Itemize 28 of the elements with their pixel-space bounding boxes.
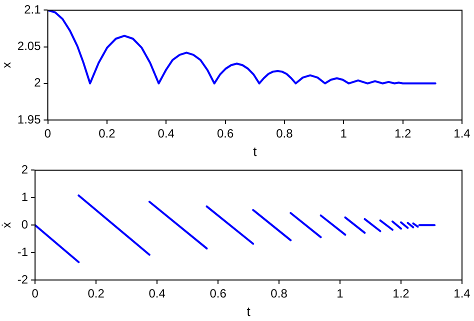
y-tick-label: 2.1 [24,2,42,17]
y-tick-label: 2.05 [17,39,42,54]
x-tick-label: 0.2 [98,126,116,141]
y-tick-label: 1 [21,190,28,204]
x-tick-label: 0.8 [270,286,288,301]
x-tick-label: 0.2 [88,286,105,301]
x-axis-title: t [253,144,258,159]
x-tick-label: 0 [44,126,52,141]
y-tick-label: 2 [34,76,42,90]
x-tick-label: 1 [336,286,344,301]
x-tick-label: 1 [340,126,348,141]
y-axis-title: x [0,62,14,68]
x-tick-label: 1.2 [394,126,412,141]
x-axis-title: t [246,304,251,319]
y-tick-label: -2 [17,272,28,286]
y-tick-label: 2 [21,162,28,177]
x-tick-label: 0.8 [276,126,294,141]
x-tick-label: 0.6 [210,286,227,301]
y-tick-label: 0 [21,217,28,232]
x-tick-label: 1.4 [454,126,471,141]
x-tick-label: 0.4 [148,286,166,301]
y-axis-title: ẋ [0,222,14,228]
y-tick-label: 1.95 [17,112,42,126]
x-tick-label: 0.4 [158,126,175,141]
x-tick-label: 1.2 [392,286,410,301]
y-tick-label: -1 [17,244,28,259]
x-tick-label: 0.6 [216,126,234,141]
x-tick-label: 1.4 [454,286,471,301]
